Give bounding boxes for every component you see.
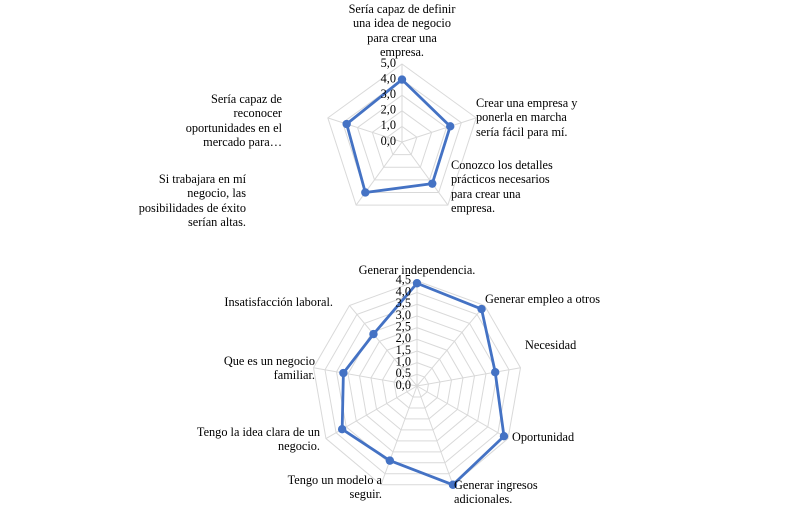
svg-text:1,0: 1,0 [381, 118, 396, 132]
svg-text:2,0: 2,0 [381, 103, 396, 117]
svg-text:0,0: 0,0 [381, 134, 396, 148]
svg-text:3,0: 3,0 [381, 87, 396, 101]
svg-text:4,0: 4,0 [381, 71, 396, 85]
